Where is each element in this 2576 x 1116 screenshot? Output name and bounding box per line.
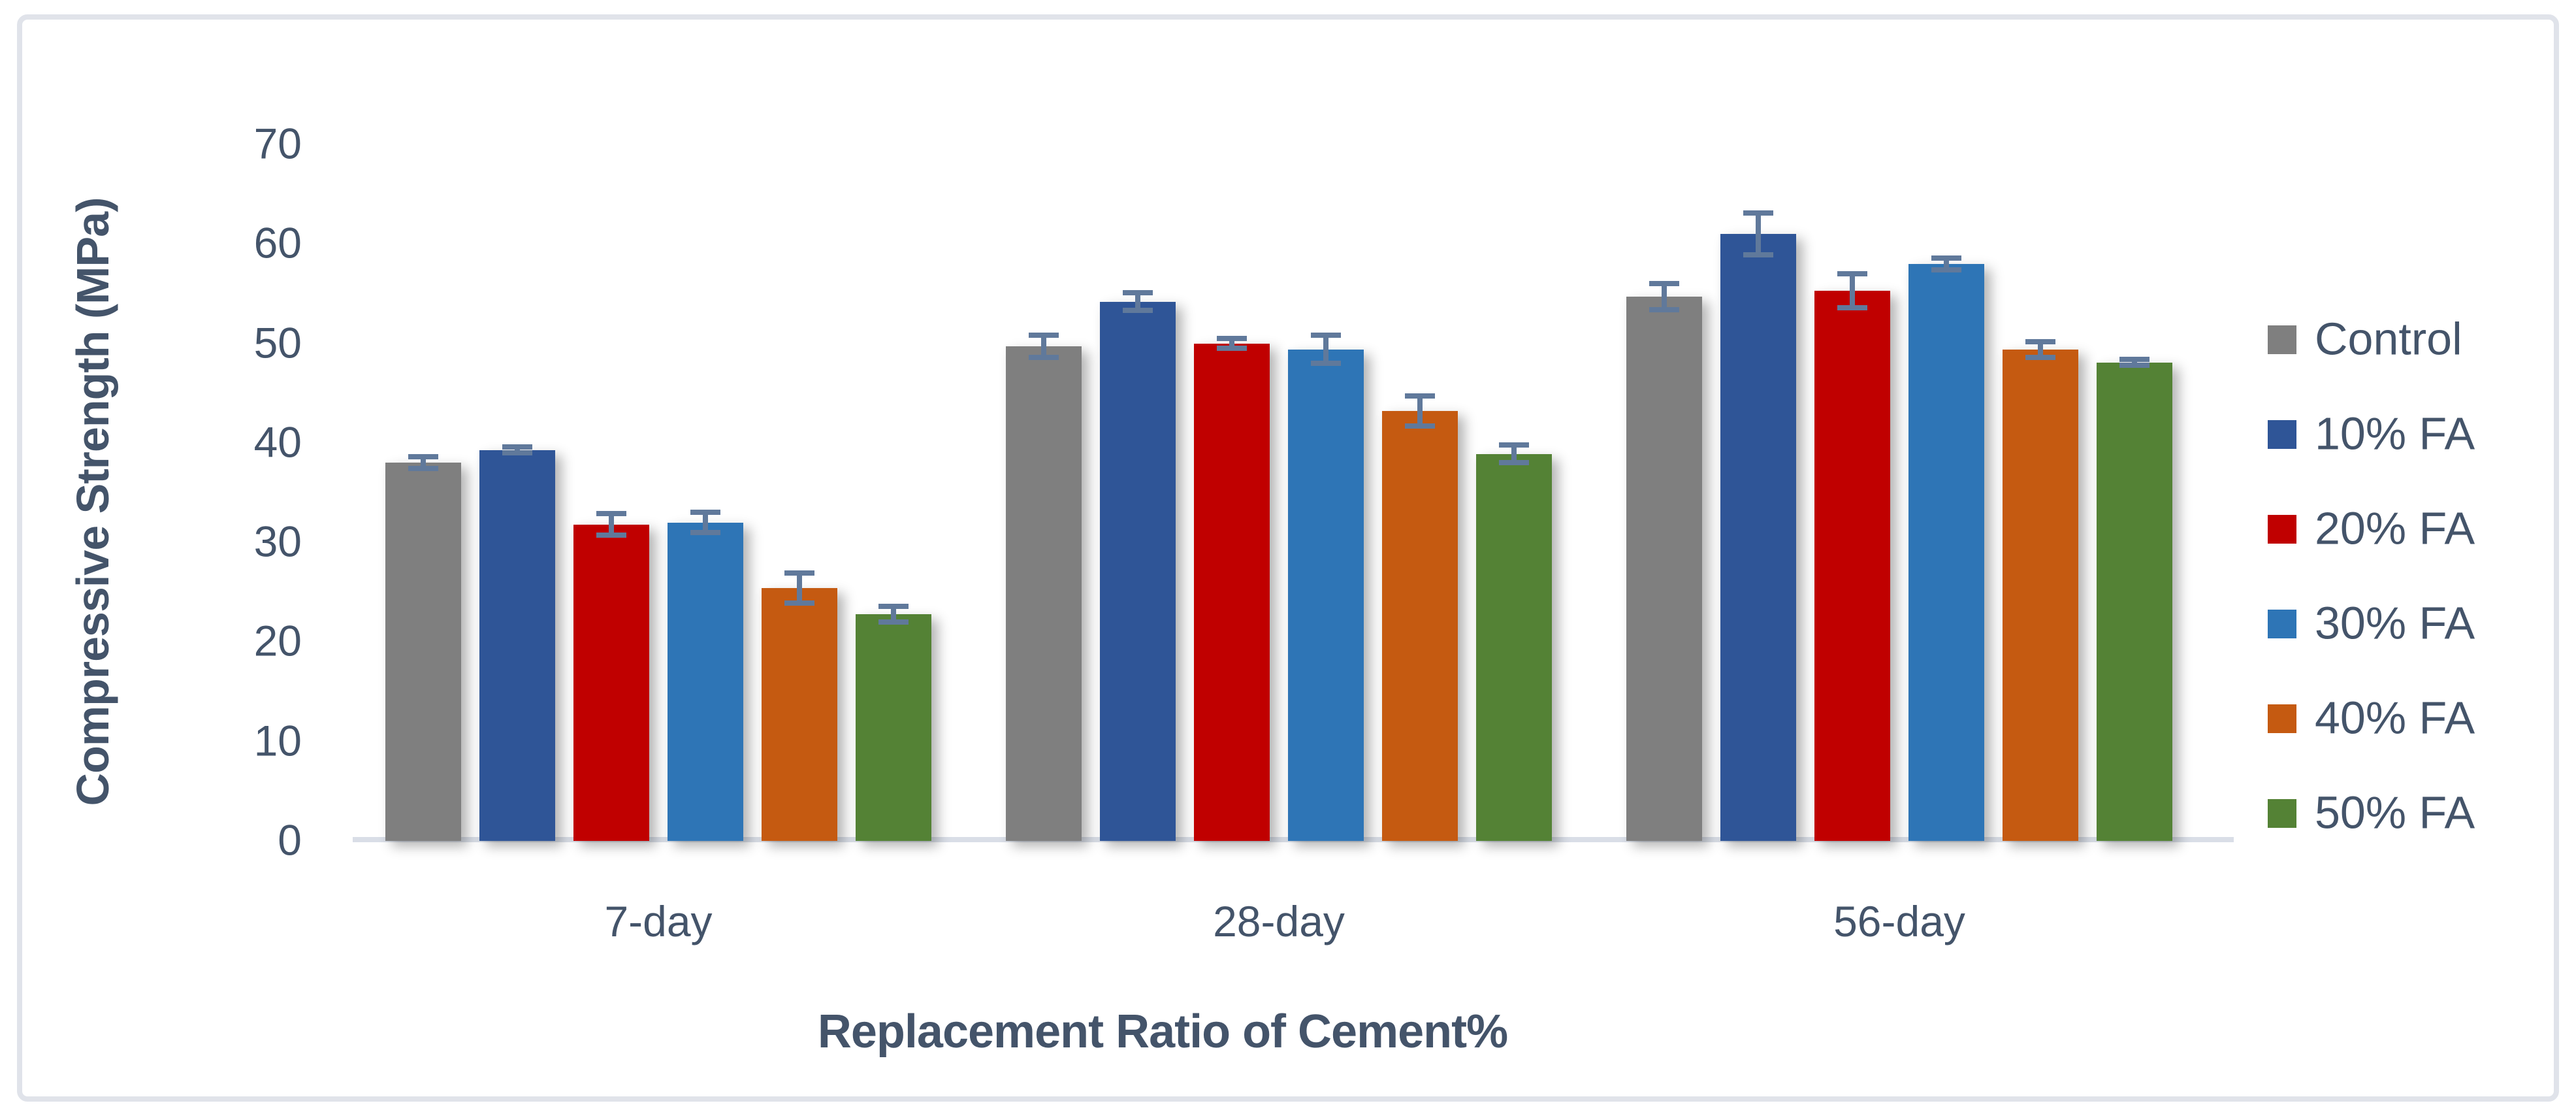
legend-label-20-fa: 20% FA — [2315, 502, 2475, 554]
error-bar-cap-top — [502, 444, 532, 450]
error-bar-stem — [515, 446, 520, 453]
x-category-label-56-day: 56-day — [1833, 897, 1965, 945]
error-bar-cap-bottom — [878, 619, 909, 625]
bar-20-fa-56-day — [1814, 290, 1890, 841]
legend-swatch-30-fa — [2268, 610, 2296, 638]
bar-30-fa-28-day — [1288, 349, 1364, 841]
error-bar-cap-top — [2119, 356, 2149, 362]
legend-label-30-fa: 30% FA — [2315, 597, 2475, 649]
bar-50-fa-56-day — [2097, 362, 2172, 841]
error-bar-stem — [421, 457, 426, 469]
error-bar-cap-bottom — [1123, 308, 1153, 314]
y-tick-label-0: 0 — [278, 815, 302, 864]
error-bar-cap-top — [2025, 338, 2055, 344]
legend-label-10-fa: 10% FA — [2315, 408, 2475, 459]
error-bar-cap-bottom — [1217, 346, 1247, 352]
error-bar-cap-bottom — [2119, 363, 2149, 369]
y-tick-label-30: 30 — [253, 517, 302, 566]
y-tick-label-70: 70 — [253, 119, 302, 168]
y-tick-label-10: 10 — [253, 716, 302, 765]
legend-label-50-fa: 50% FA — [2315, 787, 2475, 838]
legend-label-control: Control — [2315, 313, 2462, 365]
bar-30-fa-7-day — [668, 522, 743, 841]
error-bar-cap-top — [596, 510, 626, 516]
error-bar-cap-bottom — [1837, 304, 1867, 310]
error-bar-stem — [1850, 273, 1855, 308]
error-bar-stem — [1041, 335, 1046, 357]
error-bar-stem — [1662, 284, 1667, 310]
bar-10-fa-28-day — [1100, 301, 1176, 841]
error-bar-cap-top — [1743, 210, 1773, 216]
legend-swatch-50-fa — [2268, 799, 2296, 828]
error-bar-cap-bottom — [1931, 267, 1961, 272]
error-bar-cap-top — [1649, 281, 1679, 287]
y-axis-title: Compressive Strength (MPa) — [67, 197, 118, 806]
error-bar-stem — [1229, 338, 1234, 349]
error-bar-stem — [1135, 292, 1140, 311]
y-tick-label-60: 60 — [253, 218, 302, 267]
error-bar-cap-bottom — [784, 600, 814, 606]
bar-20-fa-7-day — [573, 524, 649, 841]
bar-control-56-day — [1626, 296, 1702, 841]
error-bar-stem — [609, 513, 614, 536]
error-bar-stem — [1944, 257, 1949, 270]
error-bar-cap-top — [1931, 255, 1961, 261]
error-bar-cap-bottom — [1029, 354, 1059, 360]
error-bar-stem — [703, 512, 708, 533]
x-category-label-28-day: 28-day — [1213, 897, 1345, 945]
legend-swatch-40-fa — [2268, 704, 2296, 733]
error-bar-cap-bottom — [502, 450, 532, 456]
error-bar-cap-bottom — [1405, 423, 1435, 429]
error-bar-cap-top — [1217, 335, 1247, 341]
bar-20-fa-28-day — [1194, 343, 1270, 841]
error-bar-cap-top — [1837, 271, 1867, 276]
error-bar-cap-top — [408, 454, 438, 460]
error-bar-stem — [2038, 341, 2043, 357]
bar-control-28-day — [1006, 346, 1082, 841]
y-tick-label-20: 20 — [253, 616, 302, 665]
legend-swatch-10-fa — [2268, 420, 2296, 449]
y-tick-label-50: 50 — [253, 318, 302, 367]
bar-10-fa-7-day — [479, 450, 555, 841]
x-category-label-7-day: 7-day — [604, 897, 713, 945]
error-bar-cap-bottom — [1743, 252, 1773, 258]
error-bar-cap-top — [1405, 393, 1435, 399]
error-bar-cap-bottom — [2025, 354, 2055, 360]
error-bar-stem — [1417, 396, 1423, 426]
bar-30-fa-56-day — [1908, 263, 1984, 841]
error-bar-cap-top — [1499, 442, 1529, 448]
bar-40-fa-56-day — [2003, 349, 2078, 841]
error-bar-cap-bottom — [690, 529, 720, 535]
error-bar-stem — [1323, 335, 1328, 363]
error-bar-stem — [1756, 213, 1761, 255]
bar-40-fa-28-day — [1382, 411, 1458, 841]
bar-40-fa-7-day — [762, 588, 837, 841]
error-bar-cap-bottom — [1311, 361, 1341, 367]
error-bar-cap-top — [690, 510, 720, 516]
error-bar-stem — [2132, 359, 2137, 366]
error-bar-cap-bottom — [1649, 306, 1679, 312]
bar-50-fa-7-day — [856, 614, 931, 841]
error-bar-cap-top — [878, 603, 909, 609]
error-bar-cap-bottom — [408, 466, 438, 472]
error-bar-cap-bottom — [596, 533, 626, 538]
error-bar-stem — [1511, 444, 1517, 463]
legend-swatch-control — [2268, 325, 2296, 354]
error-bar-cap-bottom — [1499, 460, 1529, 466]
legend-swatch-20-fa — [2268, 515, 2296, 544]
error-bar-cap-top — [1123, 289, 1153, 295]
bar-10-fa-56-day — [1720, 234, 1796, 841]
y-tick-label-40: 40 — [253, 418, 302, 467]
error-bar-cap-top — [1311, 333, 1341, 338]
legend-label-40-fa: 40% FA — [2315, 692, 2475, 744]
error-bar-stem — [891, 606, 896, 622]
bar-control-7-day — [385, 463, 461, 841]
x-axis-title: Replacement Ratio of Cement% — [817, 1006, 1508, 1058]
bar-50-fa-28-day — [1476, 453, 1552, 841]
error-bar-cap-top — [1029, 333, 1059, 338]
error-bar-stem — [797, 573, 802, 604]
error-bar-cap-top — [784, 570, 814, 576]
